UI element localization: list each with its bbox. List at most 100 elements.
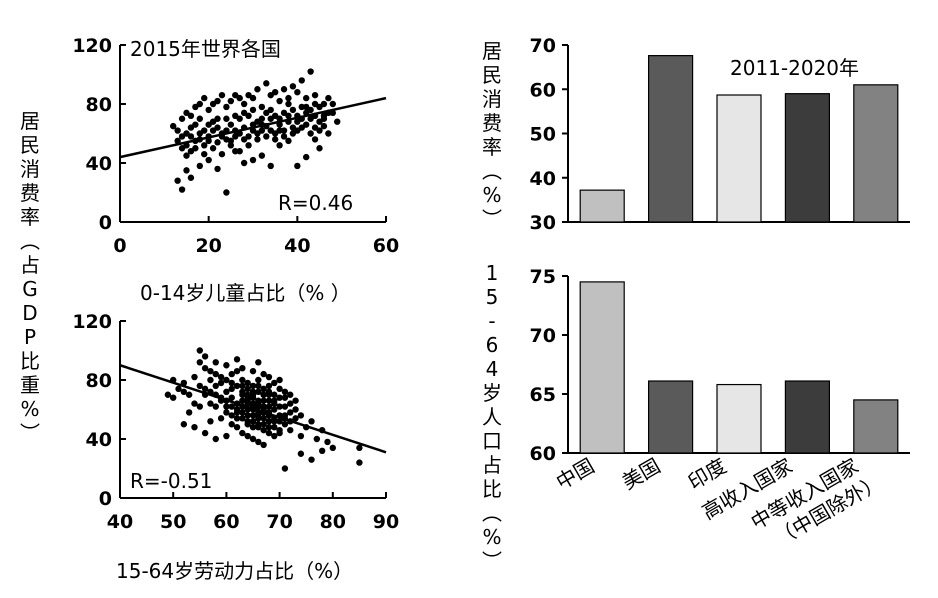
scatter-children: 2015年世界各国 R=0.46 0-14岁儿童占比（% ） 0 40 80 120 0… [72,35,399,305]
scatter2-point [318,447,326,454]
scatter2-ytick-label: 0 [99,488,112,510]
scatter1-point [232,148,239,155]
scatter2-point [217,415,225,422]
scatter2-point [276,376,283,384]
bar1-title: 2011-2020年 [730,56,859,80]
scatter2-point [191,400,198,407]
scatter1-point [209,145,217,152]
scatter1-point [271,89,279,96]
bar-consumption: 2011-2020年 30 40 50 60 70 [530,35,910,234]
scatter1-point [316,118,323,125]
scatter1-point [223,115,230,122]
scatter1-point [218,91,226,99]
scatter2-point [196,347,203,354]
scatter2-point [292,406,299,413]
scatter1-point [289,106,297,114]
scatter2-point [217,379,225,387]
scatter2-point [255,359,262,366]
scatter2-point [260,385,267,393]
scatter1-point [227,121,235,128]
scatter2-point [271,432,278,440]
scatter2-point [260,441,267,449]
scatter1-point [192,103,199,111]
bar1-ytick-label: 60 [530,79,556,101]
scatter1-point [178,115,186,122]
scatter1-point [294,89,301,96]
scatter1-point [311,136,319,143]
scatter2-point [233,415,241,422]
scatter2-xtick-label: 40 [107,511,133,533]
scatter1-point [187,124,195,131]
bar2-bar [716,383,762,454]
scatter1-point [320,112,328,120]
scatter2-point [228,421,235,428]
scatter1-point [240,100,248,108]
scatter2-point [271,400,278,407]
scatter1-point [258,103,266,111]
scatter2-point [185,391,193,398]
scatter1-point [178,133,186,140]
scatter2-point [196,359,203,366]
scatter2-point [265,403,273,410]
scatter2-point [281,388,289,395]
scatter1-point [285,100,292,108]
scatter1-point [303,153,310,161]
scatter2-point [191,424,198,431]
scatter1-point [280,86,288,93]
scatter1-point [280,127,288,134]
scatter1-point [258,115,266,122]
scatter2-point [276,429,283,437]
scatter2-point [233,356,241,363]
scatter2-point [276,403,283,410]
scatter2-point [265,388,273,395]
scatter2-point [233,367,241,375]
scatter2-point [287,426,294,434]
bar1-bar [647,55,694,223]
scatter2-point [207,367,214,375]
scatter2-point [207,418,214,425]
scatter1-point [298,77,305,84]
scatter2-point [249,418,257,425]
scatter2-point [260,370,267,378]
scatter1-point [289,130,297,137]
scatter2-point [212,370,219,378]
scatter1-point [223,189,230,196]
scatter1-point [174,177,181,184]
scatter1-point [249,106,257,114]
scatter2-point [191,373,198,381]
scatter2-point [260,426,267,434]
scatter2-point [265,429,273,437]
scatter2-point [249,435,257,443]
scatter2-ytick-label: 40 [86,429,112,451]
scatter1-point [320,122,328,130]
scatter1-point [174,137,181,145]
scatter1-point [311,100,319,108]
scatter1-point [307,68,314,75]
scatter2-point [297,450,305,457]
scatter1-point [214,165,221,173]
scatter2-point [297,432,305,440]
scatter1-point [209,100,217,108]
scatter2-point [271,424,278,431]
scatter2-point [324,438,331,446]
scatter2-point [255,415,262,422]
scatter2-ytick-label: 120 [72,311,112,333]
scatter1-point [307,115,314,122]
bar2-ylabel: 1 5 -6 4 岁人口占比︵% ︶ [482,261,502,573]
scatter1-point [201,94,208,102]
scatter2-point [255,376,262,384]
scatter1-point [258,127,266,134]
scatter1-point [187,174,195,181]
scatter1-point [227,142,235,149]
scatter2-point [356,459,363,466]
scatter2-point [313,435,321,443]
scatter1-xtick-label: 60 [373,235,399,257]
scatter2-point [239,382,246,390]
scatter1-point [271,136,279,143]
scatter2-point [212,359,219,366]
scatter1-point [240,159,248,167]
bar2-bar [647,380,694,454]
scatter2-point [281,465,289,472]
